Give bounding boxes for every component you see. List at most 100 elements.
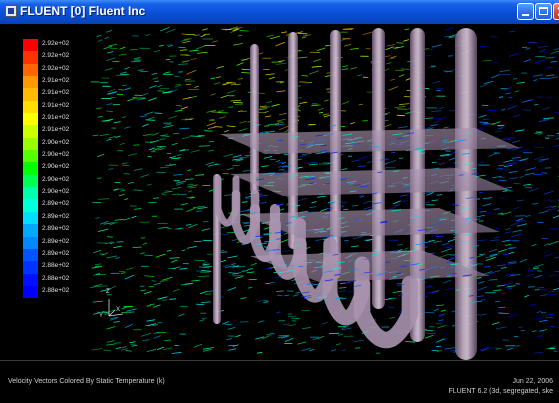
velocity-vector	[178, 47, 185, 48]
velocity-vector	[235, 277, 243, 279]
velocity-vector	[240, 30, 249, 31]
velocity-vector	[182, 61, 190, 63]
velocity-vector	[338, 334, 343, 336]
velocity-vector	[187, 184, 193, 185]
velocity-vector	[494, 271, 500, 272]
velocity-vector	[519, 176, 523, 178]
velocity-vector	[98, 229, 108, 232]
velocity-vector	[540, 294, 548, 296]
velocity-vector	[478, 282, 484, 284]
velocity-vector	[95, 264, 101, 265]
legend-swatch	[23, 51, 38, 63]
velocity-vector	[389, 317, 394, 318]
velocity-vector	[242, 271, 248, 272]
velocity-vector	[176, 105, 182, 106]
velocity-vector	[168, 45, 174, 47]
maximize-button[interactable]	[535, 3, 552, 20]
velocity-vector	[120, 72, 126, 74]
velocity-vector	[300, 102, 308, 103]
velocity-vector	[132, 216, 137, 218]
velocity-vector	[140, 116, 147, 117]
velocity-vector	[276, 291, 283, 292]
minimize-button[interactable]	[517, 3, 534, 20]
velocity-vector	[124, 174, 130, 175]
velocity-vector	[154, 50, 160, 52]
velocity-vector	[167, 228, 171, 229]
velocity-vector	[134, 59, 140, 60]
velocity-vector	[222, 322, 229, 325]
close-button[interactable]	[553, 3, 559, 20]
velocity-vector	[441, 310, 446, 311]
velocity-vector	[480, 162, 484, 164]
fluent-app-icon[interactable]	[5, 5, 17, 17]
velocity-vector	[259, 107, 269, 109]
velocity-vector	[181, 107, 188, 109]
velocity-vector	[248, 288, 252, 289]
velocity-vector	[313, 59, 321, 61]
velocity-vector	[508, 97, 513, 98]
velocity-vector	[124, 67, 129, 69]
velocity-vector	[134, 58, 141, 59]
velocity-vector	[525, 168, 536, 171]
title-bar[interactable]: FLUENT [0] Fluent Inc	[0, 0, 559, 24]
legend-swatch	[23, 274, 38, 286]
velocity-vector	[336, 291, 347, 293]
velocity-vector	[396, 43, 403, 44]
velocity-vector	[258, 321, 265, 323]
velocity-vector	[539, 320, 547, 321]
velocity-vector	[134, 209, 142, 210]
velocity-vector	[106, 344, 115, 345]
velocity-vector	[509, 53, 519, 56]
velocity-vector	[107, 341, 115, 343]
velocity-vector	[484, 81, 493, 83]
velocity-vector	[228, 327, 236, 329]
velocity-vector	[477, 296, 484, 297]
velocity-vector	[147, 184, 152, 185]
velocity-vector	[122, 117, 126, 118]
velocity-vector	[552, 206, 557, 208]
velocity-vector	[302, 76, 309, 77]
velocity-vector	[486, 213, 493, 214]
velocity-vector	[388, 307, 394, 308]
velocity-vector	[324, 115, 331, 117]
velocity-vector	[224, 195, 231, 196]
velocity-vector	[276, 312, 280, 313]
velocity-vector	[498, 213, 503, 214]
velocity-vector	[350, 68, 357, 70]
velocity-vector	[197, 52, 207, 53]
velocity-vector	[344, 240, 349, 241]
velocity-vector	[185, 283, 193, 284]
velocity-vector	[288, 325, 297, 326]
velocity-vector	[160, 280, 169, 282]
velocity-vector	[488, 279, 497, 280]
velocity-vector	[483, 198, 492, 199]
velocity-vector	[223, 173, 229, 174]
velocity-vector	[524, 295, 529, 297]
velocity-vector	[227, 256, 237, 258]
legend-label: 2.92e+02	[42, 40, 69, 47]
velocity-vector	[120, 190, 125, 191]
velocity-vector	[238, 111, 242, 112]
velocity-vector	[214, 83, 220, 85]
velocity-vector	[154, 336, 161, 339]
velocity-vector	[183, 97, 191, 99]
velocity-vector	[403, 40, 409, 42]
velocity-vector	[302, 37, 307, 38]
velocity-vector	[393, 201, 401, 204]
velocity-vector	[399, 104, 409, 105]
velocity-vector	[178, 64, 188, 65]
velocity-vector	[526, 48, 530, 50]
velocity-vector	[141, 290, 147, 291]
velocity-vector	[553, 215, 559, 218]
velocity-vector	[238, 79, 243, 80]
velocity-vector	[310, 207, 317, 208]
velocity-vector	[148, 117, 154, 119]
velocity-vector	[134, 190, 143, 191]
velocity-vector	[406, 78, 411, 80]
velocity-vector	[515, 91, 519, 92]
legend-label: 2.91e+02	[42, 77, 69, 84]
velocity-vector	[387, 45, 395, 47]
velocity-vector	[121, 349, 128, 350]
velocity-vector	[298, 198, 307, 201]
